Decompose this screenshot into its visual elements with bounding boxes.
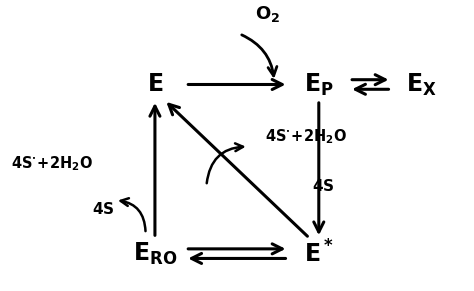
Text: $\mathbf{E_P}$: $\mathbf{E_P}$	[304, 71, 334, 97]
Text: $\mathbf{E_X}$: $\mathbf{E_X}$	[406, 71, 437, 97]
Text: $\mathbf{4S^{\bullet}\!+\!2H_2O}$: $\mathbf{4S^{\bullet}\!+\!2H_2O}$	[265, 127, 347, 146]
Text: $\mathbf{E}$: $\mathbf{E}$	[147, 72, 163, 97]
Text: $\mathbf{O_2}$: $\mathbf{O_2}$	[255, 4, 280, 24]
Text: $\mathbf{4S}$: $\mathbf{4S}$	[92, 200, 115, 217]
Text: $\mathbf{E_{RO}}$: $\mathbf{E_{RO}}$	[133, 241, 177, 267]
Text: $\mathbf{4S^{\bullet}\!+\!2H_2O}$: $\mathbf{4S^{\bullet}\!+\!2H_2O}$	[11, 154, 93, 173]
Text: $\mathbf{4S}$: $\mathbf{4S}$	[312, 178, 335, 194]
Text: $\mathbf{E^*}$: $\mathbf{E^*}$	[304, 240, 334, 267]
